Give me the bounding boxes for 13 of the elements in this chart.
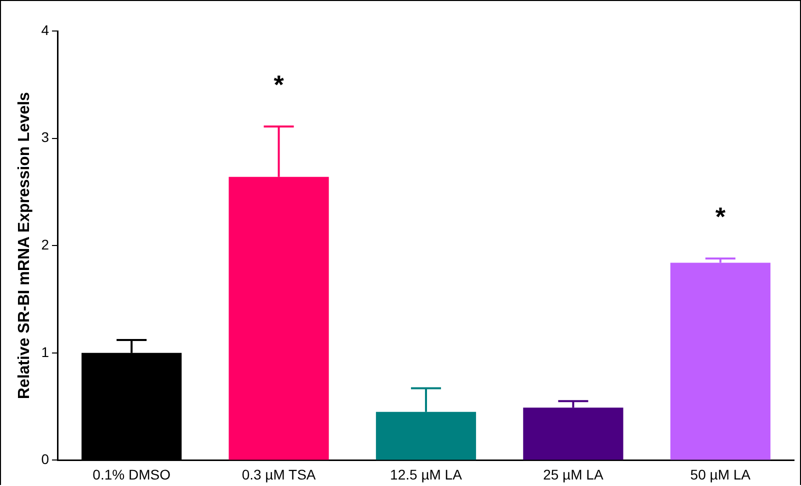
- x-tick-label: 50 µM LA: [690, 466, 752, 482]
- y-tick-label: 4: [41, 22, 50, 38]
- x-tick-label: 12.5 µM LA: [390, 466, 463, 482]
- y-tick-label: 1: [41, 344, 50, 360]
- annotation: *: [715, 202, 726, 232]
- annotation: *: [274, 70, 285, 100]
- y-axis-title: Relative SR-BI mRNA Expression Levels: [16, 92, 34, 400]
- x-tick-label: 0.3 µM TSA: [242, 466, 316, 482]
- y-tick-label: 2: [41, 236, 50, 252]
- y-tick-label: 0: [41, 451, 50, 468]
- y-tick-label: 3: [41, 129, 50, 146]
- x-tick-label: 25 µM LA: [543, 466, 604, 482]
- x-tick-label: 0.1% DMSO: [92, 466, 171, 482]
